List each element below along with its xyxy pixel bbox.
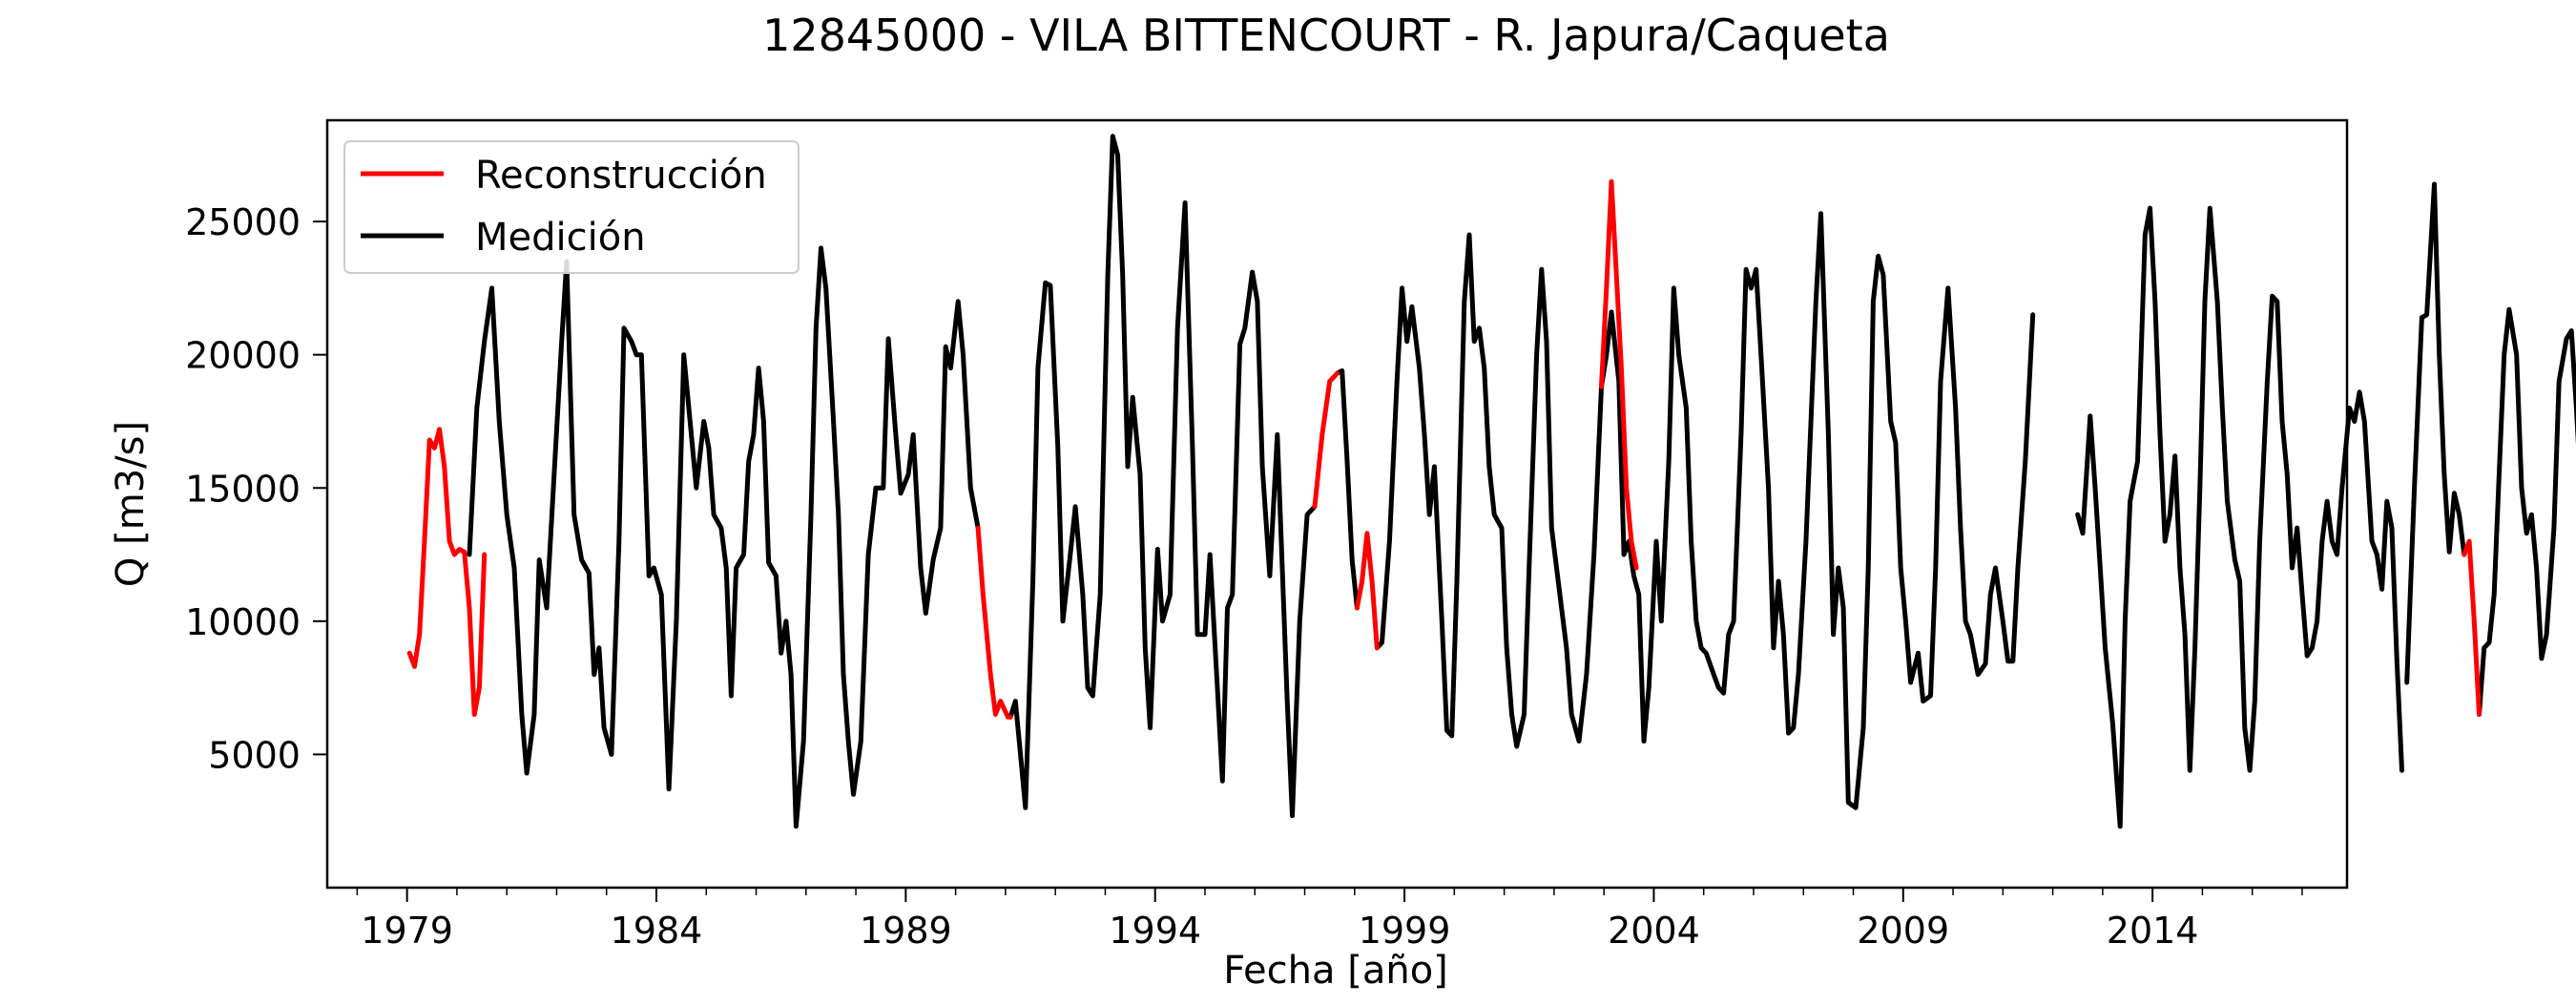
x-axis-label: Fecha [año] [1223, 949, 1448, 993]
series-medicion-segment-4 [2078, 208, 2402, 827]
x-tick-label: 1989 [860, 910, 952, 952]
x-tick-label: 1984 [611, 910, 703, 952]
x-tick-label: 2009 [1857, 910, 1949, 952]
series-medicion-segment-5 [2407, 184, 2464, 682]
x-tick-label: 1999 [1359, 910, 1451, 952]
axes: 1979 1984 1989 1994 1999 2004 2009 2014 5000 1000… [185, 201, 2302, 952]
y-tick-label: 15000 [185, 468, 301, 510]
x-tick-label: 2014 [2107, 910, 2199, 952]
legend: Reconstrucción Medición [344, 141, 799, 273]
series-reconstruccion-segment-1 [978, 528, 1010, 717]
series-medicion-segment-1 [1010, 136, 1315, 816]
series-reconstruccion-segment-2 [1315, 373, 1338, 507]
y-tick-label: 10000 [185, 601, 301, 643]
series-medicion-segment-2 [1338, 370, 1358, 608]
y-tick-label: 20000 [185, 335, 301, 377]
x-tick-label: 1979 [361, 910, 453, 952]
legend-label-medicion: Medición [475, 216, 646, 260]
series-medicion-segment-0 [469, 248, 978, 827]
y-axis-label: Q [m3/s] [109, 421, 153, 587]
chart-title: 12845000 - VILA BITTENCOURT - R. Japura/… [762, 10, 1890, 61]
x-tick-label: 2004 [1608, 910, 1700, 952]
series-medicion-segment-3 [1377, 214, 2032, 808]
series-reconstruccion-segment-3 [1357, 534, 1377, 648]
legend-label-reconstruccion: Reconstrucción [475, 154, 767, 198]
series-reconstruccion-segment-5 [2464, 541, 2480, 714]
x-tick-label: 1994 [1109, 910, 1201, 952]
y-tick-label: 25000 [185, 201, 301, 243]
y-tick-label: 5000 [208, 734, 301, 776]
series-medicion-segment-6 [2480, 309, 2576, 773]
